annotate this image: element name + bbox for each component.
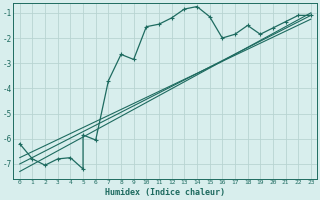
X-axis label: Humidex (Indice chaleur): Humidex (Indice chaleur) (105, 188, 225, 197)
